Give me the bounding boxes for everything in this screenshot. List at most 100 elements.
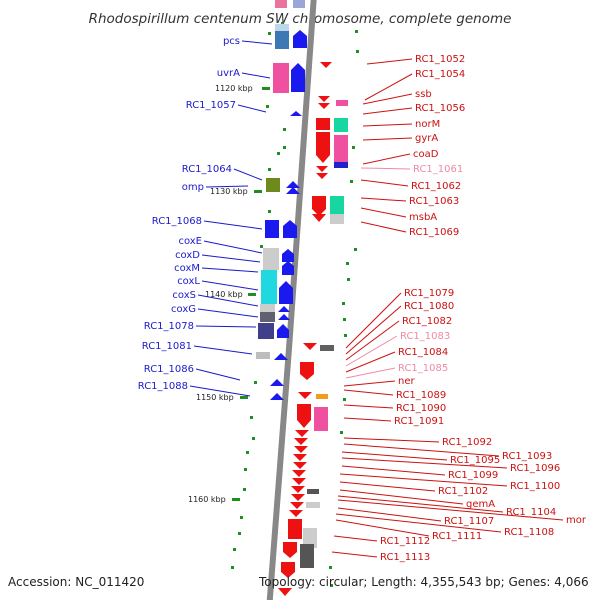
gene-label-RC1_1091[interactable]: RC1_1091 <box>394 416 444 427</box>
gene-label-RC1_1062[interactable]: RC1_1062 <box>411 181 461 192</box>
kbp-label-1130: 1130 kbp <box>210 187 248 196</box>
gene-label-coxE[interactable]: coxE <box>178 236 202 247</box>
intergenic-tick <box>343 318 346 321</box>
gene-label-RC1_1092[interactable]: RC1_1092 <box>442 437 492 448</box>
intergenic-tick <box>252 437 255 440</box>
gene-label-gyrA[interactable]: gyrA <box>415 133 438 144</box>
gene-label-RC1_1084[interactable]: RC1_1084 <box>398 347 448 358</box>
gene-label-RC1_1104[interactable]: RC1_1104 <box>506 507 556 518</box>
leader-line-omp <box>205 185 249 188</box>
gene-label-RC1_1100[interactable]: RC1_1100 <box>510 481 560 492</box>
gene-label-RC1_1088[interactable]: RC1_1088 <box>138 381 188 392</box>
leader-line-coxS <box>197 294 259 307</box>
gene-RC1_1111-arrow <box>283 542 297 558</box>
gene-label-coxG[interactable]: coxG <box>171 304 196 315</box>
gene-gemA-block <box>306 502 320 508</box>
leader-line-RC1_1079 <box>345 292 402 349</box>
gene-label-RC1_1057[interactable]: RC1_1057 <box>186 100 236 111</box>
leader-line-gyrA <box>362 137 413 141</box>
leader-line-RC1_1099 <box>341 465 446 476</box>
intergenic-tick <box>342 302 345 305</box>
gene-coaD-arrows <box>316 166 328 179</box>
gene-label-RC1_1083[interactable]: RC1_1083 <box>400 331 450 342</box>
gene-label-RC1_1112[interactable]: RC1_1112 <box>380 536 430 547</box>
intergenic-tick <box>268 168 271 171</box>
leader-line-RC1_1093 <box>343 443 500 457</box>
gene-label-RC1_1069[interactable]: RC1_1069 <box>409 227 459 238</box>
intergenic-tick <box>240 516 243 519</box>
gene-pcs-block <box>275 27 289 49</box>
gene-label-RC1_1108[interactable]: RC1_1108 <box>504 527 554 538</box>
gene-label-RC1_1090[interactable]: RC1_1090 <box>396 403 446 414</box>
intergenic-tick <box>250 416 253 419</box>
leader-line-RC1_1084 <box>345 351 396 373</box>
leader-line-RC1_1111 <box>335 519 430 537</box>
intergenic-tick <box>343 398 346 401</box>
gene-label-RC1_1111[interactable]: RC1_1111 <box>432 531 482 542</box>
leader-line-coxD <box>201 254 261 263</box>
gene-label-RC1_1082[interactable]: RC1_1082 <box>402 316 452 327</box>
gene-label-RC1_1068[interactable]: RC1_1068 <box>152 216 202 227</box>
leader-line-coxE <box>203 240 263 254</box>
accession-text: Accession: NC_011420 <box>8 575 144 589</box>
gene-label-RC1_1086[interactable]: RC1_1086 <box>144 364 194 375</box>
gene-label-RC1_1056[interactable]: RC1_1056 <box>415 103 465 114</box>
gene-label-RC1_1078[interactable]: RC1_1078 <box>144 321 194 332</box>
gene-label-RC1_1089[interactable]: RC1_1089 <box>396 390 446 401</box>
gene-block-top-left <box>275 0 287 8</box>
intergenic-tick <box>254 381 257 384</box>
leader-line-coxM <box>201 267 259 273</box>
gene-label-RC1_1061[interactable]: RC1_1061 <box>413 164 463 175</box>
gene-label-RC1_1096[interactable]: RC1_1096 <box>510 463 560 474</box>
leader-line-RC1_1085 <box>345 367 396 379</box>
gene-label-uvrA[interactable]: uvrA <box>217 68 240 79</box>
gene-label-RC1_1052[interactable]: RC1_1052 <box>415 54 465 65</box>
gene-RC1_1108-block <box>303 528 317 548</box>
gene-label-RC1_1095[interactable]: RC1_1095 <box>450 455 500 466</box>
gene-label-RC1_1081[interactable]: RC1_1081 <box>142 341 192 352</box>
gene-label-pcs[interactable]: pcs <box>223 36 240 47</box>
leader-line-RC1_1057 <box>237 104 267 113</box>
gene-label-RC1_1085[interactable]: RC1_1085 <box>398 363 448 374</box>
gene-block-top-right <box>293 0 305 8</box>
gene-gyrA-arrow <box>316 132 330 163</box>
leader-line-RC1_1112 <box>333 535 378 542</box>
intergenic-tick <box>346 262 349 265</box>
gene-label-RC1_1063[interactable]: RC1_1063 <box>409 196 459 207</box>
gene-label-coxL[interactable]: coxL <box>177 276 200 287</box>
leader-line-gemA <box>339 489 464 505</box>
gene-label-coxD[interactable]: coxD <box>175 250 200 261</box>
gene-label-RC1_1064[interactable]: RC1_1064 <box>182 164 232 175</box>
intergenic-tick <box>266 105 269 108</box>
gene-label-msbA[interactable]: msbA <box>409 212 437 223</box>
gene-label-ssb[interactable]: ssb <box>415 89 432 100</box>
leader-line-RC1_1052 <box>366 58 413 65</box>
gene-label-ner[interactable]: ner <box>398 376 415 387</box>
gene-label-RC1_1107[interactable]: RC1_1107 <box>444 516 494 527</box>
intergenic-tick <box>283 146 286 149</box>
gene-label-RC1_1080[interactable]: RC1_1080 <box>404 301 454 312</box>
gene-label-norM[interactable]: norM <box>415 119 440 130</box>
leader-line-msbA <box>360 207 407 218</box>
gene-label-RC1_1079[interactable]: RC1_1079 <box>404 288 454 299</box>
gene-label-coxS[interactable]: coxS <box>172 290 196 301</box>
gene-label-coaD[interactable]: coaD <box>413 149 439 160</box>
gene-label-RC1_1054[interactable]: RC1_1054 <box>415 69 465 80</box>
leader-line-uvrA <box>241 72 271 79</box>
gene-label-mor[interactable]: mor <box>566 515 587 526</box>
gene-label-RC1_1093[interactable]: RC1_1093 <box>502 451 552 462</box>
gene-label-gemA[interactable]: gemA <box>466 499 495 510</box>
kbp-label-1140: 1140 kbp <box>205 290 243 299</box>
gene-label-RC1_1102[interactable]: RC1_1102 <box>438 486 488 497</box>
gene-RC1_1086-arrow <box>270 379 284 386</box>
leader-line-RC1_1080 <box>345 305 402 355</box>
gene-label-omp[interactable]: omp <box>182 182 204 193</box>
leader-line-pcs <box>241 40 273 45</box>
gene-RC1_1091-arrow <box>297 404 311 428</box>
intergenic-tick <box>231 566 234 569</box>
topology-text: Topology: circular; Length: 4,355,543 bp… <box>258 575 589 589</box>
gene-label-RC1_1113[interactable]: RC1_1113 <box>380 552 430 563</box>
gene-label-coxM[interactable]: coxM <box>174 263 200 274</box>
gene-label-RC1_1099[interactable]: RC1_1099 <box>448 470 498 481</box>
leader-line-RC1_1081 <box>193 345 253 355</box>
